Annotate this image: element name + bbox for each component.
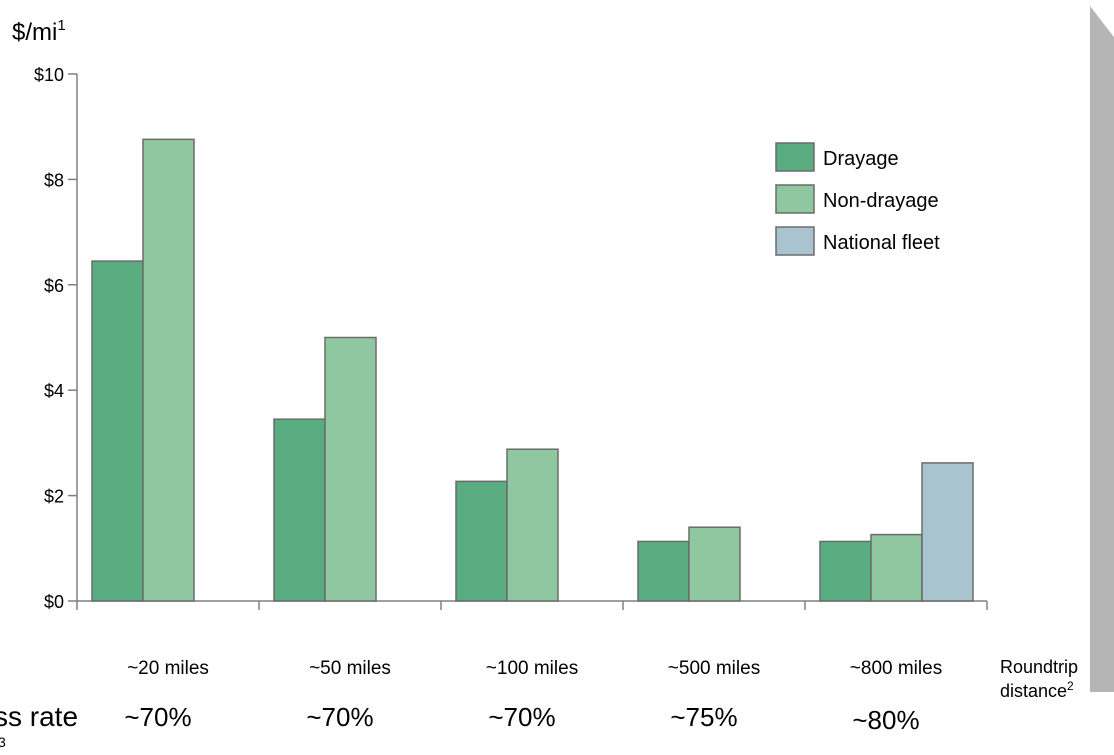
y-tick-label: $8	[44, 170, 64, 190]
x-tick-label: ~50 miles	[309, 658, 391, 679]
y-tick-label: $4	[44, 381, 64, 401]
x-axis-label-line2: distance2	[1000, 679, 1074, 701]
bottom-row-value: ~70%	[306, 702, 373, 732]
bottom-row-label-footnote: 3	[0, 734, 6, 750]
bar-non-drayage	[324, 336, 377, 602]
x-tick-label: ~500 miles	[668, 658, 760, 679]
y-tick-label: $6	[44, 276, 64, 296]
bottom-row-value: ~70%	[124, 702, 191, 732]
y-unit-label: $/mi1	[12, 17, 66, 46]
legend-label: Non-drayage	[823, 190, 939, 212]
bar-drayage	[819, 540, 872, 602]
bottom-row-label: ss rate	[0, 701, 78, 732]
x-tick-label: ~800 miles	[850, 658, 942, 679]
bar-non-drayage	[870, 533, 923, 602]
bar-drayage	[637, 540, 690, 602]
legend: Drayage Non-drayage National fleet	[775, 142, 940, 256]
bottom-row-value: ~70%	[488, 702, 555, 732]
bottom-row-values: ~70% ~70% ~70% ~75% ~80%	[124, 702, 919, 735]
bottom-row-value: ~80%	[852, 705, 919, 735]
bar-non-drayage	[688, 526, 741, 602]
legend-swatch	[775, 184, 815, 214]
right-arrow-shape	[1090, 6, 1114, 692]
y-tick-label: $0	[44, 592, 64, 612]
legend-swatch	[775, 226, 815, 256]
bar-drayage	[455, 480, 508, 602]
bar-national-fleet	[921, 462, 974, 602]
bottom-row-value: ~75%	[670, 702, 737, 732]
y-tick-label: $10	[34, 65, 64, 85]
legend-label: National fleet	[823, 232, 940, 254]
bar-drayage	[273, 418, 326, 602]
legend-label: Drayage	[823, 148, 899, 170]
x-tick-label: ~20 miles	[127, 658, 209, 679]
bar-non-drayage	[506, 448, 559, 602]
bar-non-drayage	[142, 138, 195, 602]
y-axis: $0 $2 $4 $6 $8 $10	[34, 65, 78, 612]
x-axis-label-line1: Roundtrip	[1000, 657, 1078, 677]
x-axis: ~20 miles ~50 miles ~100 miles ~500 miles ~8…	[76, 600, 988, 679]
bar-drayage	[91, 260, 144, 602]
x-tick-label: ~100 miles	[486, 658, 578, 679]
bars-group	[91, 138, 974, 602]
y-tick-label: $2	[44, 487, 64, 507]
legend-swatch	[775, 142, 815, 172]
